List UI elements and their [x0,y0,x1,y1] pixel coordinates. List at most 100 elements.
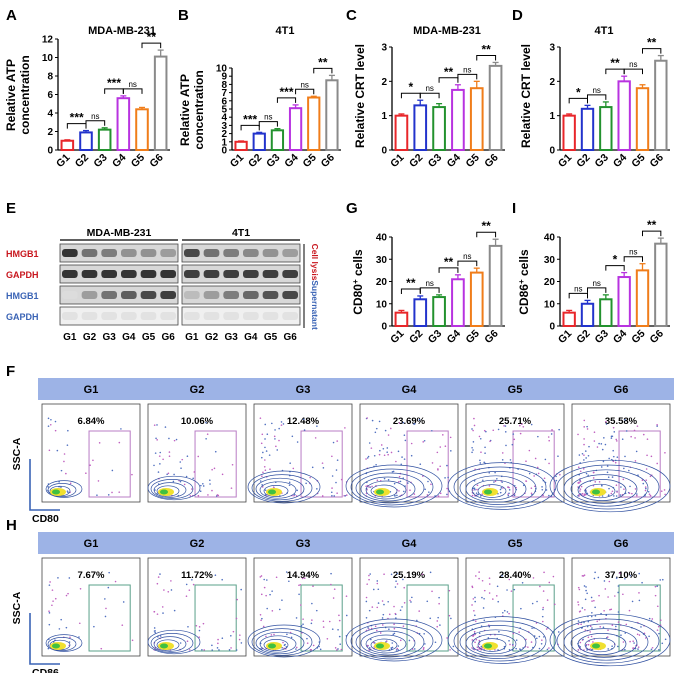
flow-contour [251,628,313,656]
flow-axes-indicator [29,459,60,511]
x-tick-label: G6 [648,328,667,347]
significance-label: ** [481,42,491,56]
flow-density-core [484,643,492,649]
blot-band [243,291,259,299]
bar-g2 [252,132,266,152]
y-tick-label: 4 [47,109,53,120]
y-tick-label: 2 [221,129,227,140]
x-tick-label: G2 [73,152,92,171]
flow-contour [465,475,527,503]
bar-g1 [562,114,576,151]
bar-g5 [135,108,149,152]
flow-contour [147,629,201,655]
blot-row-label: GAPDH [6,270,39,280]
blot-band [223,249,239,257]
y-tick-label: 8 [47,72,53,83]
significance-label: *** [107,76,121,90]
bar-g4 [617,80,631,151]
x-tick-label: G3 [91,152,110,171]
significance-bracket [605,265,625,271]
bar-g3 [599,298,613,327]
significance-label: *** [70,111,84,125]
flow-density-core [376,643,384,649]
flow-gate [512,584,555,652]
chart-title: MDA-MB-231 [88,25,156,37]
flow-gate [300,430,343,498]
y-tick-label: 40 [376,233,388,244]
bar-g3 [432,106,446,152]
bar-g1 [60,139,75,151]
x-tick-label: G1 [556,328,575,347]
x-tick-label: G6 [147,152,166,171]
flow-x-axis-label: CD80 [32,513,59,525]
blot-header-left: MDA-MB-231 [87,227,152,239]
significance-label: ns [574,284,582,293]
flow-group-label: G6 [614,538,629,550]
chart-title: MDA-MB-231 [413,25,481,37]
chart-title: 4T1 [595,25,614,37]
flow-density-core [484,489,492,495]
blot-band [140,270,157,278]
flow-gate-percentage: 10.06% [181,416,214,427]
flow-contour [459,625,537,659]
flow-gate-percentage: 23.69% [393,416,426,427]
flow-contour [255,631,305,655]
flow-plot-frame [571,557,671,657]
bar-g5 [635,269,650,327]
flow-contour [150,633,194,653]
blot-lane-label: G1 [63,332,77,343]
significance-bracket [568,97,588,104]
panel-letter-h: H [6,517,17,534]
x-tick-label: G5 [300,152,319,171]
blot-band [262,312,279,320]
y-tick-label: 20 [544,277,556,288]
bar-g6 [654,242,668,327]
y-tick-label: 4 [221,113,227,124]
x-tick-label: G3 [426,328,445,347]
bar-g3 [97,128,112,151]
significance-bracket [623,68,643,75]
x-tick-label: G4 [445,152,464,171]
blot-band [101,291,117,299]
flow-contour [345,618,443,662]
flow-y-axis-label: SSC-A [11,437,23,470]
blot-band [203,291,220,299]
y-tick-label: 2 [381,77,387,88]
y-tick-label: 1 [549,111,555,122]
chart-c-crt-mda: MDA-MB-231 Relative CRT level 0 1 2 3 G1 G2 G3 G4… [353,25,505,170]
x-tick-label: G4 [611,328,630,347]
flow-events [577,571,667,651]
flow-contour [259,635,297,653]
significance-bracket [587,287,607,293]
bar-g1 [394,311,409,327]
significance-label: ns [264,113,272,122]
flow-contour [355,626,425,658]
flow-contour [459,471,537,505]
flow-gate [194,430,237,498]
flow-events [47,571,134,650]
flow-contour [365,480,407,500]
significance-label: ns [592,86,600,95]
blot-band [101,249,117,257]
flow-contour [350,622,434,660]
blot-band [184,291,200,299]
x-tick-label: G3 [264,152,283,171]
flow-contour [255,477,305,501]
blot-band [101,270,117,278]
blot-side-label-supernatant: Supernatant [310,280,320,330]
blot-band [184,312,200,320]
bar-g4 [116,97,131,151]
flow-contour [156,485,180,497]
significance-label: * [408,80,413,94]
flow-group-label: G4 [402,538,418,550]
blot-band [140,291,157,299]
y-tick-label: 3 [221,121,227,132]
y-tick-label: 10 [544,299,556,310]
bar-g4 [451,88,465,151]
flow-contour [477,484,507,498]
flow-group-label: G5 [508,384,523,396]
flow-group-label: G1 [84,384,99,396]
significance-bracket [642,48,662,54]
flow-density-core [52,489,60,495]
x-tick-label: G6 [482,152,501,171]
